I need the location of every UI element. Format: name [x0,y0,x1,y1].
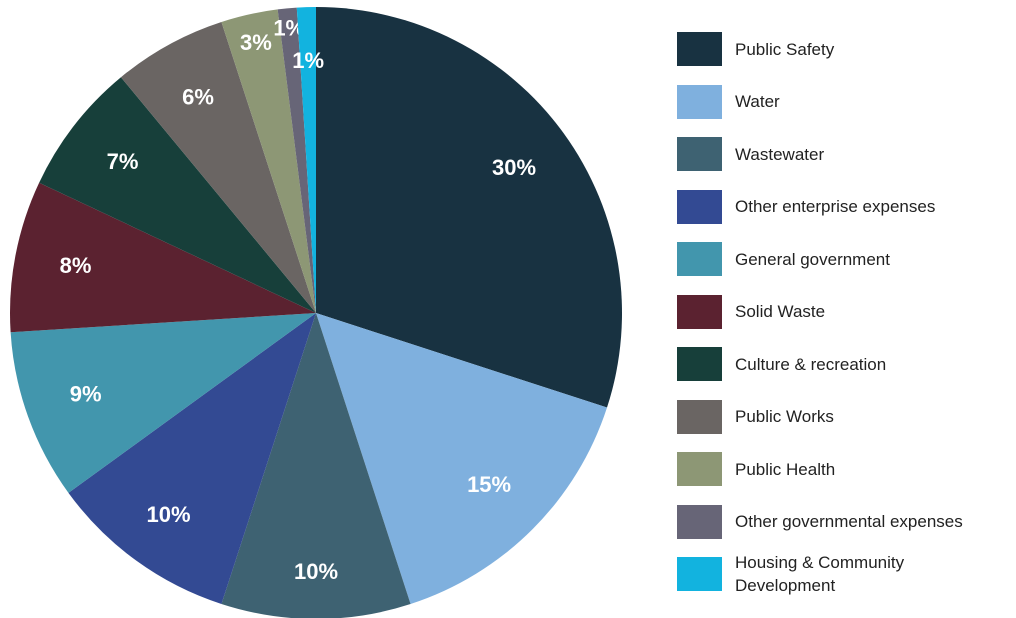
legend-swatch [677,399,722,434]
legend-label: Public Safety [735,39,835,59]
data-label: 15% [467,472,511,497]
legend-item: Culture & recreation [677,338,1012,391]
pie-slice [221,9,316,313]
legend-swatch [677,32,722,67]
legend-swatch [677,504,722,539]
legend-item: Solid Waste [677,286,1012,339]
legend-item: Public Works [677,391,1012,444]
data-label: 6% [182,84,214,109]
pie-slice [9,182,316,333]
data-label: 30% [492,155,536,180]
data-label: 9% [70,382,102,407]
legend-label: Public Health [735,459,836,479]
pie-slice [316,313,608,605]
legend: Public Safety Water Wastewater Other enterp… [677,23,1012,601]
pie-slice [120,21,316,313]
legend-swatch [677,557,722,592]
legend-label: Housing & Community Development [735,553,905,596]
legend-swatch [677,189,722,224]
data-label: 10% [146,502,190,527]
legend-swatch [677,137,722,172]
legend-label: Other enterprise expenses [735,197,936,217]
pie-slice [39,77,316,313]
legend-item: Water [677,76,1012,129]
legend-label: Culture & recreation [735,354,887,374]
data-label: 1% [292,48,324,73]
legend-label: Public Works [735,407,834,427]
data-label: 3% [240,30,272,55]
legend-item: Housing & Community Development [677,548,1012,601]
legend-item: Public Safety [677,23,1012,76]
pie-chart: 30%15%10%10%9%8%7%6%3%1%1% [9,7,623,618]
pie-slice [10,313,316,493]
legend-label: General government [735,249,890,269]
pie-slice [68,313,316,605]
pie-slice [221,313,411,618]
legend-item: Wastewater [677,128,1012,181]
legend-swatch [677,84,722,119]
legend-swatch [677,452,722,487]
legend-label: Water [735,92,780,112]
legend-label: Solid Waste [735,302,826,322]
legend-item: Other enterprise expenses [677,181,1012,234]
pie-slice [296,7,316,313]
legend-item: General government [677,233,1012,286]
legend-swatch [677,242,722,277]
legend-label: Wastewater [735,144,825,164]
legend-swatch [677,347,722,382]
legend-item: Other governmental expenses [677,496,1012,549]
data-label: 10% [294,559,338,584]
data-label: 7% [107,149,139,174]
legend-item: Public Health [677,443,1012,496]
legend-label: Other governmental expenses [735,512,963,532]
pie-slice [316,7,623,408]
data-label: 8% [60,253,92,278]
legend-swatch [677,294,722,329]
pie-slice [277,7,316,314]
